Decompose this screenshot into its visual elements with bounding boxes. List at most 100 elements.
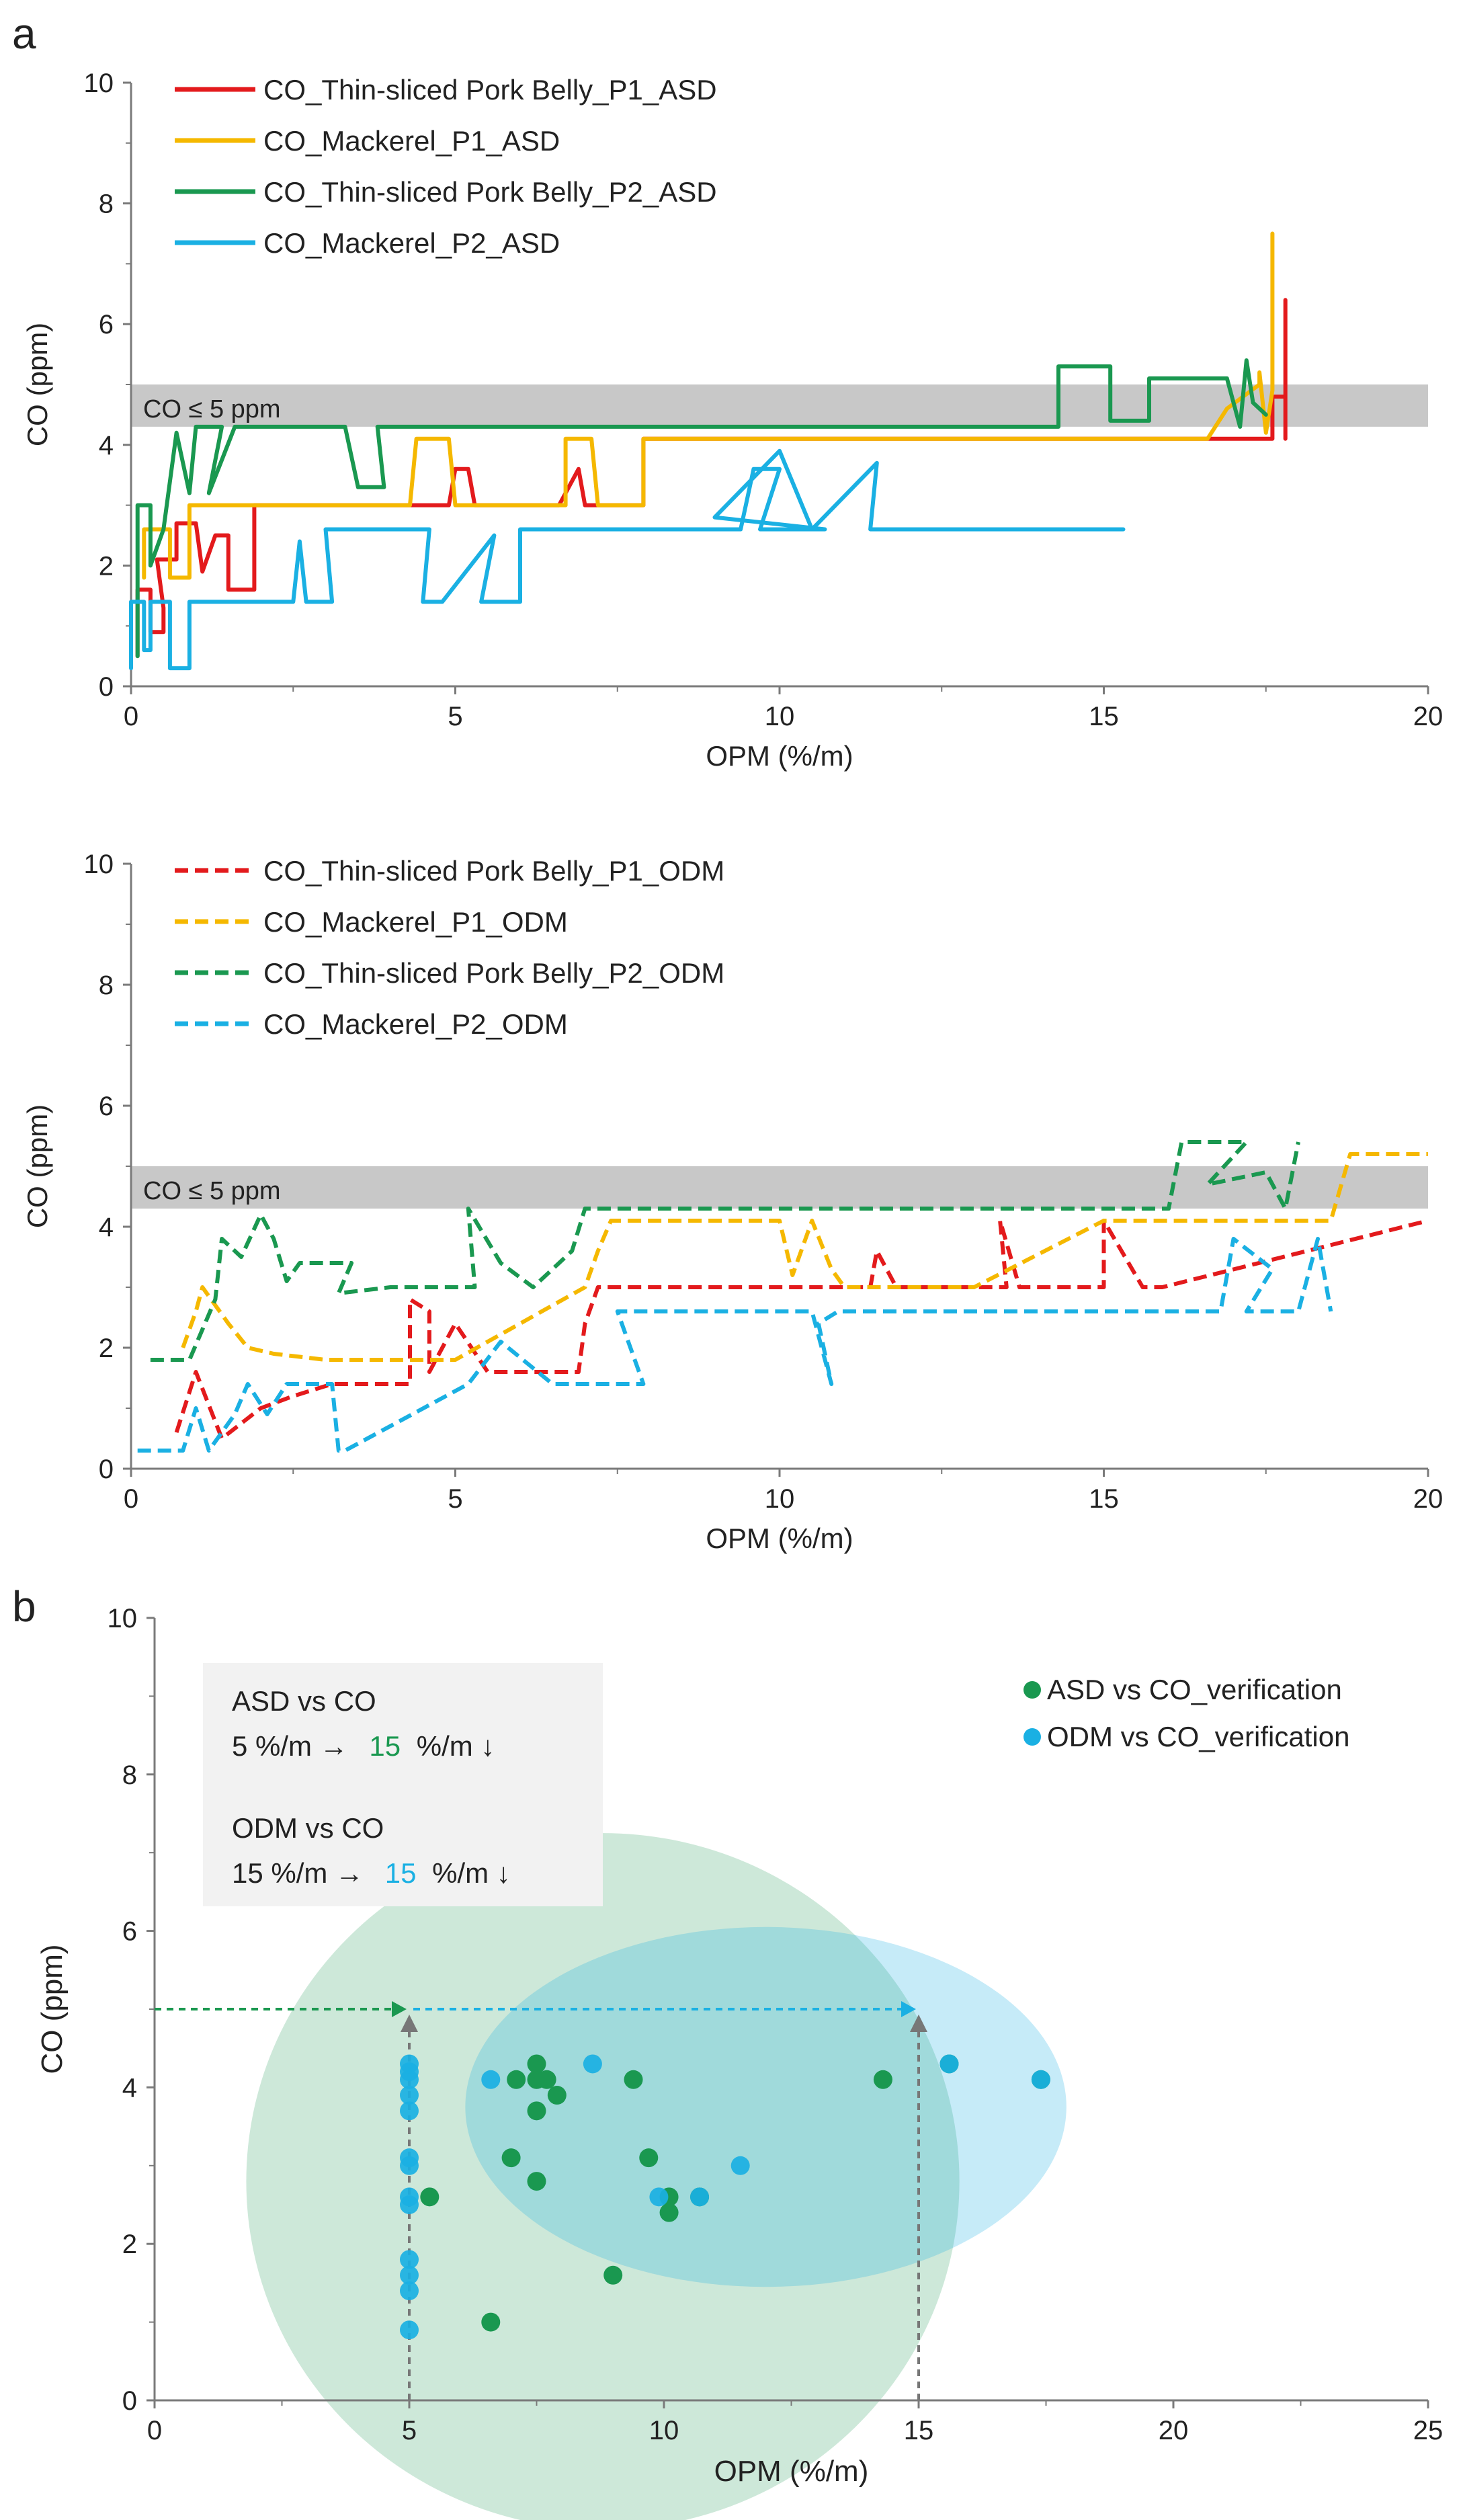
asd-legend-label: CO_Thin-sliced Pork Belly_P2_ASD [263,176,717,208]
odm-scatter-point [583,2054,602,2074]
annotation-odm-unit: %/m ↓ [432,1857,511,1889]
odm-y-tick-label: 8 [99,971,114,1000]
annotation-odm-change: 15 %/m → 15 %/m ↓ [232,1857,511,1889]
odm-legend-label: CO_Thin-sliced Pork Belly_P2_ODM [263,957,724,989]
asd-legend: CO_Thin-sliced Pork Belly_P1_ASD CO_Mack… [175,74,717,259]
verification-axes: 0 5 10 15 20 25 0 2 4 6 8 10 [108,1604,1444,2445]
odm-y-tick-label: 0 [99,1455,114,1484]
odm-y-tick-label: 6 [99,1092,114,1121]
asd-series-line-2 [142,231,1275,580]
verification-legend-marker [1023,1681,1041,1699]
odm-scatter-point [939,2054,959,2074]
asd-scatter-point [420,2187,440,2207]
verification-y-axis-label: CO (ppm) [36,1944,69,2074]
verification-x-tick-label: 20 [1159,2416,1189,2445]
verification-y-tick-label: 6 [122,1917,137,1947]
odm-scatter-point [481,2070,501,2089]
verification-y-tick-label: 4 [122,2073,137,2103]
up-arrowhead-icon [910,2015,927,2032]
asd-y-tick-label: 2 [99,551,114,581]
asd-series-line-4 [129,448,1126,671]
asd-scatter-point [624,2070,643,2089]
verification-y-tick-label: 0 [122,2386,137,2416]
odm-series-line-3 [150,1140,1300,1362]
asd-scatter-point [547,2086,567,2105]
asd-scatter-point [527,2101,546,2121]
odm-cluster-ellipse [465,1926,1067,2287]
asd-scatter-point [639,2148,659,2168]
asd-arrowhead-icon [392,2001,407,2017]
asd-scatter-point [537,2070,556,2089]
odm-arrowhead-icon [901,2001,916,2017]
up-arrowhead-icon [401,2015,418,2032]
asd-scatter-point [527,2054,546,2074]
odm-scatter-point [400,2148,419,2168]
panel-a-label: a [12,9,36,58]
asd-series-lines [129,231,1288,671]
asd-scatter-point [527,2172,546,2191]
verification-x-tick-label: 15 [904,2416,934,2445]
asd-scatter-point [501,2148,521,2168]
annotation-odm-title: ODM vs CO [232,1812,384,1844]
odm-x-axis-label: OPM (%/m) [706,1522,853,1554]
odm-scatter-point [400,2086,419,2105]
asd-y-tick-label: 8 [99,190,114,219]
asd-scatter-point [659,2203,679,2222]
asd-y-tick-label: 4 [99,431,114,460]
asd-y-tick-label: 10 [84,69,114,98]
annotation-odm-from: 15 %/m → [232,1857,364,1889]
odm-x-tick-label: 0 [124,1484,138,1514]
odm-series-lines [137,1140,1429,1453]
verification-legend-label: ASD vs CO_verification [1047,1674,1342,1705]
verification-x-tick-label: 10 [649,2416,679,2445]
odm-x-tick-label: 5 [448,1484,462,1514]
odm-series-line-2 [181,1152,1428,1362]
asd-cluster-ellipse [246,1833,960,2520]
annotation-odm-to: 15 [385,1857,417,1889]
asd-x-tick-label: 15 [1089,702,1119,731]
odm-x-tick-label: 20 [1413,1484,1444,1514]
odm-y-tick-label: 4 [99,1213,114,1242]
panel-b-label: b [12,1582,36,1631]
asd-x-tick-label: 20 [1413,702,1444,731]
annotation-asd-unit: %/m ↓ [417,1730,495,1762]
asd-threshold-band-label: CO ≤ 5 ppm [143,395,281,423]
odm-legend: CO_Thin-sliced Pork Belly_P1_ODM CO_Mack… [175,855,724,1040]
asd-legend-label: CO_Mackerel_P1_ASD [263,125,560,157]
annotation-asd-change: 5 %/m → 15 %/m ↓ [232,1730,495,1762]
odm-scatter-point [400,2265,419,2285]
odm-x-tick-label: 10 [765,1484,795,1514]
verification-x-tick-label: 25 [1413,2416,1444,2445]
verification-legend-label: ODM vs CO_verification [1047,1721,1349,1752]
odm-threshold-band-label: CO ≤ 5 ppm [143,1177,281,1205]
odm-x-tick-label: 15 [1089,1484,1119,1514]
odm-scatter-point [730,2156,750,2175]
verification-annotation-box: ASD vs CO 5 %/m → 15 %/m ↓ ODM vs CO 15 … [203,1663,603,1906]
asd-scatter-point [603,2265,623,2285]
asd-legend-label: CO_Thin-sliced Pork Belly_P1_ASD [263,74,717,106]
odm-scatter-point [400,2250,419,2269]
verification-x-axis-label: OPM (%/m) [714,2455,869,2488]
asd-scatter-point [873,2070,892,2089]
asd-axes: 0 5 10 15 20 0 2 4 6 8 10 [84,69,1444,731]
asd-y-tick-label: 0 [99,672,114,702]
odm-y-tick-label: 2 [99,1334,114,1363]
odm-series-line-4 [137,1237,1333,1453]
odm-scatter-point [400,2281,419,2301]
odm-axes: 0 5 10 15 20 0 2 4 6 8 10 [84,850,1444,1514]
odm-legend-label: CO_Mackerel_P1_ODM [263,906,568,938]
verification-chart: 0 5 10 15 20 25 0 2 4 6 8 10 OPM (%/m) CO (ppm) ASD… [36,1604,1443,2520]
asd-x-tick-label: 10 [765,702,795,731]
verification-x-tick-label: 0 [147,2416,162,2445]
asd-legend-label: CO_Mackerel_P2_ASD [263,227,560,259]
verification-legend: ASD vs CO_verification ODM vs CO_verific… [1023,1674,1349,1752]
asd-y-axis-label: CO (ppm) [22,323,53,446]
odm-y-axis-label: CO (ppm) [22,1104,53,1228]
odm-scatter-point [690,2187,710,2207]
asd-x-axis-label: OPM (%/m) [706,740,853,772]
odm-series-line-1 [174,1219,1429,1440]
asd-threshold-band [131,384,1428,427]
verification-legend-marker [1023,1728,1041,1746]
asd-chart: CO ≤ 5 ppm 0 5 10 15 20 0 2 4 6 8 10 OPM (%/m) CO … [22,69,1443,772]
odm-threshold-band [131,1166,1428,1209]
